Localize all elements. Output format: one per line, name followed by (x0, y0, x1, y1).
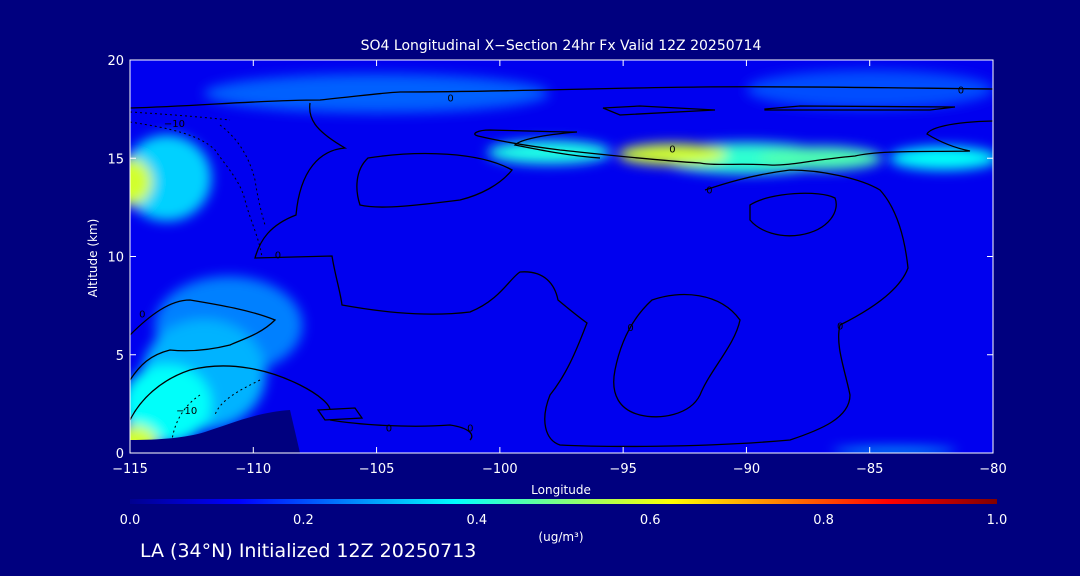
y-axis-label: Altitude (km) (86, 219, 100, 298)
concentration-blob (618, 143, 727, 166)
plot-background (130, 60, 993, 453)
concentration-blob (889, 146, 993, 171)
contour-label: −10 (164, 119, 185, 130)
contour-line (764, 105, 956, 111)
x-tick-label: −85 (856, 462, 883, 477)
concentration-blob (130, 134, 212, 222)
x-axis-label: Longitude (531, 483, 591, 497)
y-tick-label: 10 (107, 251, 124, 266)
y-tick-label: 15 (107, 152, 124, 167)
y-tick-label: 5 (116, 349, 124, 364)
contour-label: 0 (706, 186, 712, 197)
x-tick-label: −105 (359, 462, 395, 477)
concentration-blob (130, 364, 212, 444)
contour-label: 0 (627, 323, 633, 334)
concentration-blob (487, 140, 611, 165)
y-axis: 0 5 10 15 20 (107, 54, 993, 462)
contour-label: 0 (669, 144, 675, 155)
x-tick-label: −90 (733, 462, 760, 477)
contour-line (130, 121, 263, 259)
caption: LA (34°N) Initialized 12Z 20250713 (140, 540, 477, 562)
y-tick-label: 0 (116, 447, 124, 462)
contour-line (254, 102, 909, 448)
contour-label: 0 (958, 85, 964, 96)
colorbar-tick-label: 0.2 (293, 513, 314, 528)
contour-line (130, 111, 231, 121)
contour-line (329, 419, 473, 441)
x-axis: −115 −110 −105 −100 −95 −90 −85 −80 (112, 60, 1007, 477)
y-tick-label: 20 (107, 54, 124, 69)
x-tick-label: −100 (482, 462, 518, 477)
concentration-blob (130, 158, 153, 206)
contour-line (316, 407, 364, 421)
contour-label: 0 (467, 423, 473, 434)
contour-label: 0 (139, 309, 145, 320)
contour-label: 0 (837, 321, 843, 332)
colorbar-tick-label: 0.6 (640, 513, 661, 528)
contour-label: −10 (176, 406, 197, 417)
contour-label: 0 (447, 93, 453, 104)
concentration-blob (758, 146, 883, 171)
colorbar-tick-label: 0.8 (813, 513, 834, 528)
contour-line (130, 86, 993, 109)
contour-line (130, 365, 331, 421)
concentration-blob (746, 69, 993, 110)
contour-labels: 0 0 0 0 0 0 0 0 −10 −10 0 0 (139, 85, 964, 434)
colorbar (130, 499, 997, 504)
colorbar-tick-label: 1.0 (987, 513, 1008, 528)
concentration-field (130, 69, 993, 453)
x-tick-label: −115 (112, 462, 148, 477)
contour-lines (130, 86, 993, 448)
contour-line (130, 299, 277, 381)
contour-line (171, 394, 201, 441)
colorbar-tick-label: 0.0 (120, 513, 141, 528)
contour-line (474, 120, 993, 166)
contour-line (602, 105, 716, 116)
x-tick-label: −110 (235, 462, 271, 477)
contour-line (219, 124, 266, 226)
colorbar-unit-label: (ug/m³) (538, 530, 583, 544)
contour-line (749, 192, 837, 237)
terrain-mask (130, 410, 300, 453)
chart-title: SO4 Longitudinal X−Section 24hr Fx Valid… (361, 38, 762, 54)
contour-line (356, 152, 513, 208)
colorbar-tick-label: 0.4 (466, 513, 487, 528)
plot-area: 0 0 0 0 0 0 0 0 −10 −10 0 0 (130, 60, 993, 453)
x-tick-label: −80 (979, 462, 1006, 477)
colorbar-ticks: 0.0 0.2 0.4 0.6 0.8 1.0 (120, 513, 1008, 528)
contour-label: 0 (275, 251, 281, 262)
concentration-blob (832, 448, 956, 453)
negative-contours (130, 111, 266, 441)
contour-label: 0 (386, 423, 392, 434)
x-tick-label: −95 (609, 462, 636, 477)
contour-line (214, 379, 261, 416)
contour-line (613, 293, 741, 418)
